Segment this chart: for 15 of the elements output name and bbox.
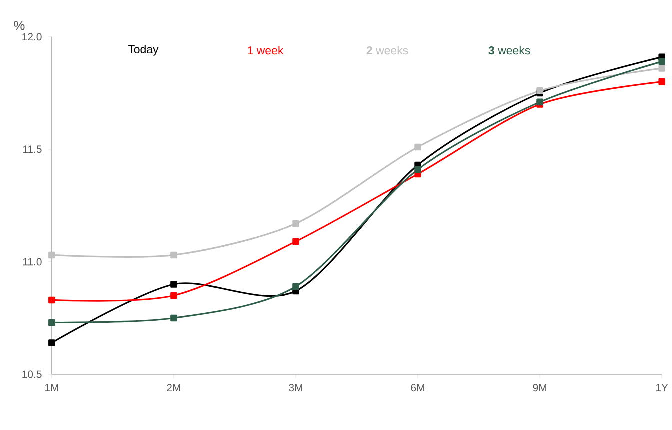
y-tick-label: 11.5	[23, 146, 42, 153]
x-tick-label: 3M	[289, 384, 302, 392]
x-tick-label: 6M	[411, 384, 424, 392]
x-tick-label: 9M	[533, 384, 546, 392]
text: 1 week	[248, 46, 284, 54]
y-tick-label: 11.0	[23, 258, 42, 266]
y-tick-label: 10.5	[22, 370, 42, 378]
x-tick-label: 2M	[167, 384, 180, 392]
x-tick-label: 1M	[45, 384, 58, 392]
text: 3 weeks	[488, 46, 530, 54]
y-axis-title: %	[14, 20, 25, 30]
text: 2 weeks	[366, 46, 408, 54]
y-tick-label: 12.0	[22, 33, 42, 40]
x-tick-label: 1Y	[656, 384, 668, 392]
text: Today	[128, 44, 159, 56]
